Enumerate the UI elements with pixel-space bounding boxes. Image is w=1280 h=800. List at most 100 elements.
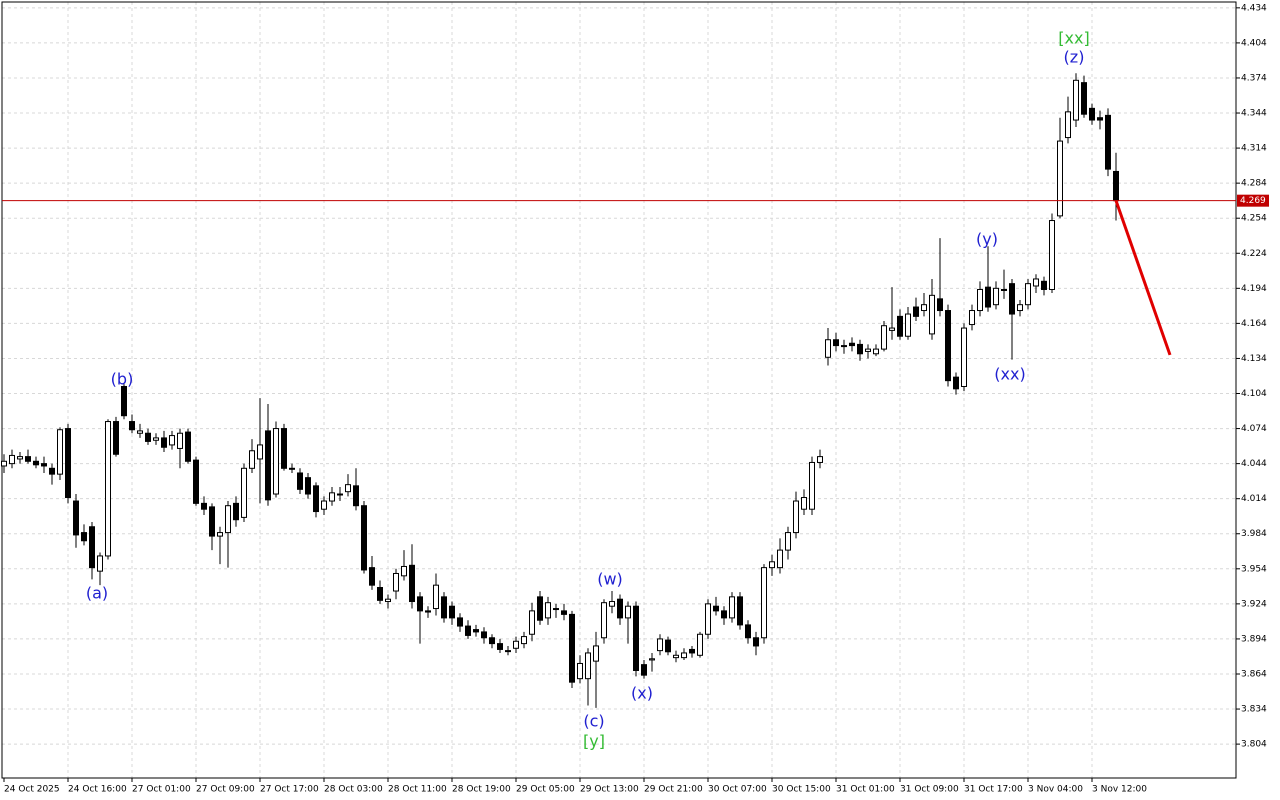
- wave-label: (w): [597, 570, 623, 589]
- candle-body: [225, 505, 231, 534]
- candle-body: [129, 421, 135, 431]
- candle-body: [545, 602, 551, 619]
- candle-body: [433, 584, 439, 610]
- candle-body: [401, 565, 407, 577]
- candle-body: [873, 348, 879, 355]
- candle-body: [1057, 140, 1063, 217]
- candle-body: [17, 456, 23, 460]
- candle-body: [473, 629, 479, 633]
- candle-body: [1001, 288, 1007, 291]
- candle-body: [1081, 82, 1087, 115]
- candle-body: [89, 526, 95, 569]
- x-tick-label: 31 Oct 09:00: [900, 785, 959, 795]
- candle-body: [105, 421, 111, 557]
- y-tick-label: 4.164: [1241, 319, 1267, 329]
- candle-body: [777, 549, 783, 569]
- candle-body: [441, 596, 447, 619]
- wave-label: (y): [976, 230, 998, 249]
- candle-body: [505, 650, 511, 653]
- candle-body: [793, 500, 799, 534]
- y-tick-label: 4.254: [1241, 214, 1267, 224]
- wave-label: [y]: [583, 732, 605, 751]
- candle-body: [33, 460, 39, 466]
- candle-body: [921, 304, 927, 312]
- candle-body: [601, 602, 607, 639]
- x-tick-label: 27 Oct 17:00: [260, 785, 319, 795]
- candle-body: [153, 437, 159, 441]
- candle-body: [297, 472, 303, 490]
- y-tick-label: 3.984: [1241, 529, 1267, 539]
- candle-body: [185, 431, 191, 462]
- candle-body: [585, 652, 591, 680]
- candle-body: [337, 493, 343, 496]
- y-tick-label: 4.224: [1241, 249, 1267, 259]
- candle-body: [769, 561, 775, 569]
- y-tick-label: 4.374: [1241, 73, 1267, 83]
- candle-body: [1009, 283, 1015, 315]
- candle-body: [49, 467, 55, 475]
- candle-body: [833, 339, 839, 347]
- y-tick-label: 4.104: [1241, 389, 1267, 399]
- candle-body: [817, 456, 823, 463]
- candle-body: [953, 376, 959, 390]
- candle-body: [1025, 283, 1031, 306]
- candle-body: [449, 605, 455, 619]
- x-tick-label: 29 Oct 21:00: [644, 785, 703, 795]
- candle-body: [97, 555, 103, 572]
- candle-body: [137, 430, 143, 434]
- y-tick-label: 4.074: [1241, 424, 1267, 434]
- candle-body: [529, 610, 535, 635]
- wave-label: (a): [86, 584, 108, 603]
- candle-body: [1097, 117, 1103, 121]
- wave-label: [xx]: [1058, 29, 1089, 48]
- candle-body: [1049, 220, 1055, 290]
- candle-body: [649, 658, 655, 661]
- candle-body: [729, 596, 735, 619]
- candle-body: [121, 385, 127, 417]
- candle-body: [25, 456, 31, 462]
- candle-body: [497, 643, 503, 650]
- candle-body: [1113, 170, 1119, 202]
- candle-body: [353, 485, 359, 507]
- x-tick-label: 3 Nov 04:00: [1028, 785, 1083, 795]
- candle-body: [577, 662, 583, 680]
- candle-body: [881, 325, 887, 350]
- candle-body: [705, 603, 711, 635]
- x-tick-label: 31 Oct 01:00: [836, 785, 895, 795]
- candle-body: [1033, 278, 1039, 287]
- candle-body: [177, 432, 183, 449]
- candle-body: [369, 567, 375, 586]
- candle-body: [865, 348, 871, 352]
- y-tick-label: 4.404: [1241, 38, 1267, 48]
- y-tick-label: 3.864: [1241, 669, 1267, 679]
- candle-body: [841, 345, 847, 348]
- candle-body: [561, 610, 567, 615]
- candle-body: [209, 506, 215, 537]
- candle-body: [969, 310, 975, 326]
- candle-body: [809, 461, 815, 510]
- y-tick-label: 3.924: [1241, 599, 1267, 609]
- candle-body: [57, 429, 63, 475]
- candle-body: [273, 428, 279, 495]
- candle-body: [665, 639, 671, 653]
- candle-body: [41, 463, 47, 467]
- forecast-line: [1114, 200, 1172, 356]
- candle-body: [81, 532, 87, 542]
- candle-body: [169, 435, 175, 446]
- wave-label: (c): [583, 712, 604, 731]
- candle-body: [617, 598, 623, 619]
- candle-body: [1073, 79, 1079, 121]
- candle-body: [553, 608, 559, 611]
- candle-body: [345, 484, 351, 493]
- y-tick-label: 4.194: [1241, 284, 1267, 294]
- candle-body: [385, 598, 391, 603]
- x-tick-label: 28 Oct 11:00: [388, 785, 447, 795]
- candle-body: [1, 460, 7, 467]
- candle-body: [513, 640, 519, 649]
- candle-body: [241, 467, 247, 518]
- y-tick-label: 4.044: [1241, 459, 1267, 469]
- wave-label: (b): [111, 370, 134, 389]
- candle-body: [721, 610, 727, 619]
- candle-body: [1105, 114, 1111, 170]
